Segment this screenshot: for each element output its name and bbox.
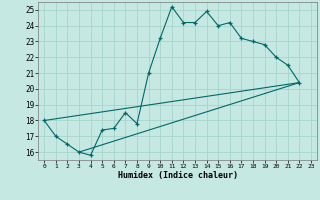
X-axis label: Humidex (Indice chaleur): Humidex (Indice chaleur): [118, 171, 238, 180]
